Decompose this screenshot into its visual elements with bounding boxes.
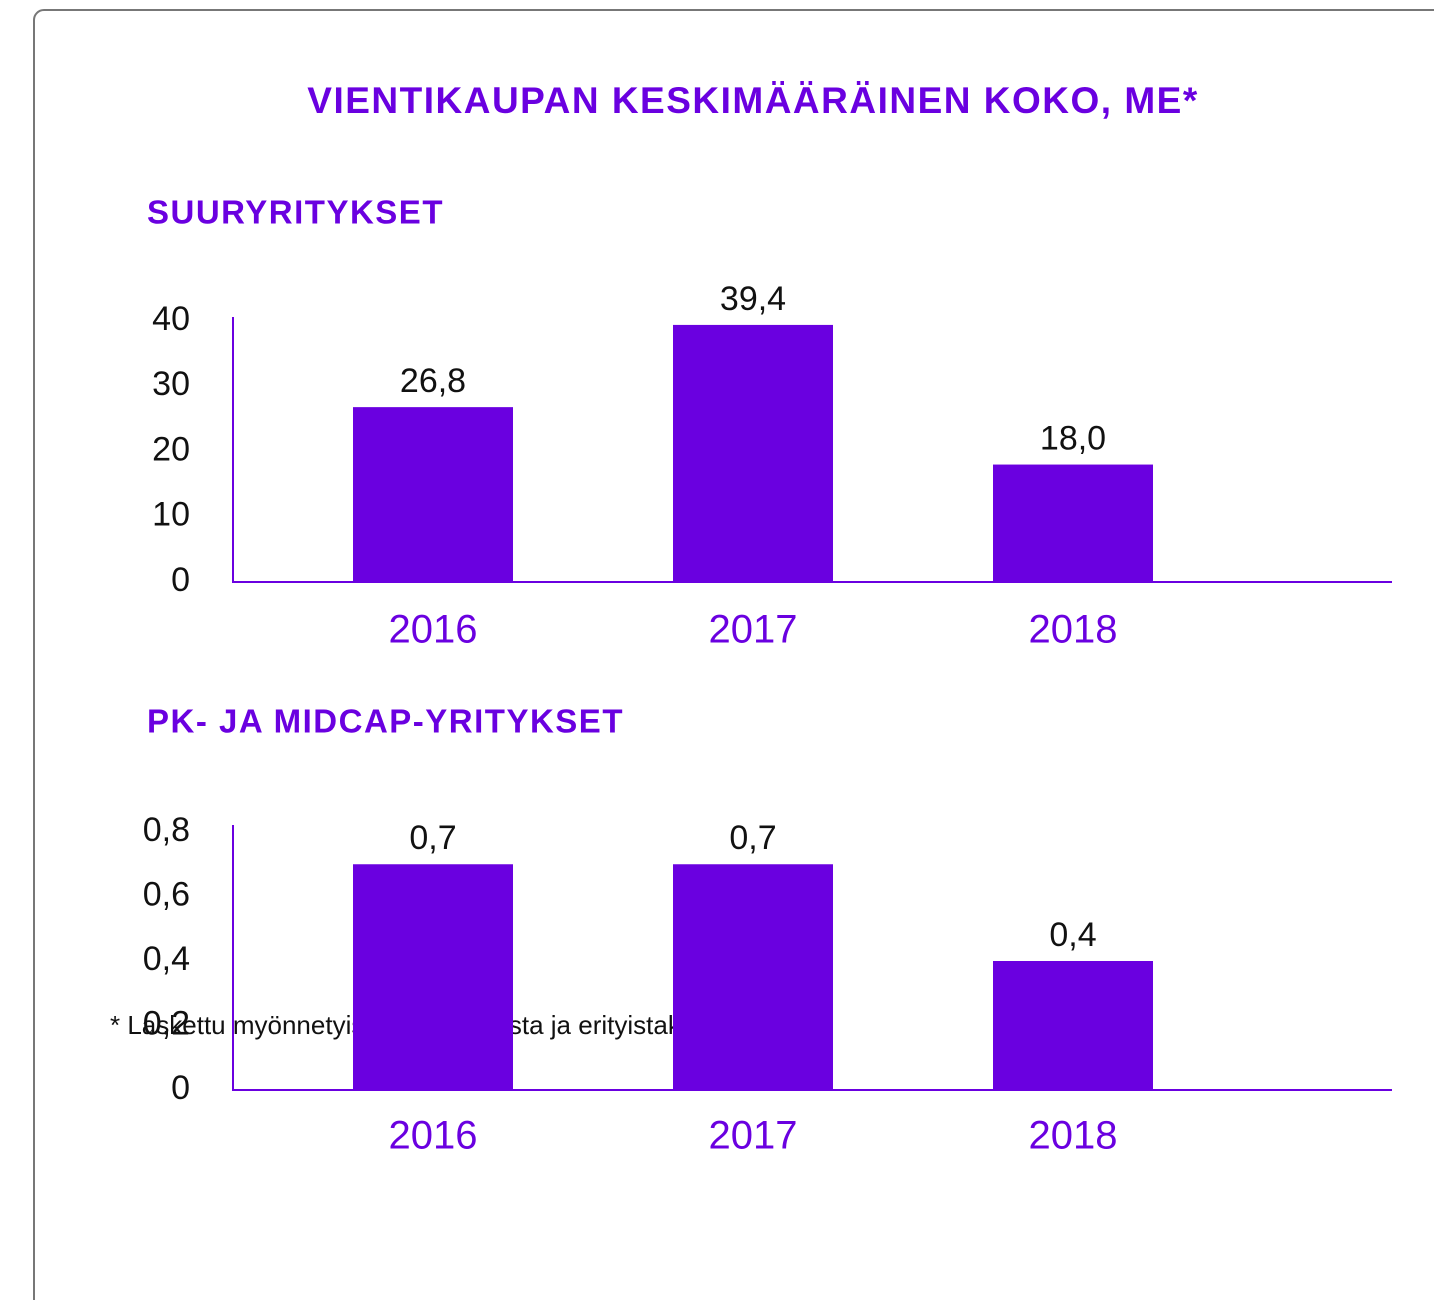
- y-tick-label: 0: [171, 561, 190, 599]
- value-label: 39,4: [720, 280, 786, 318]
- y-tick-label: 0,2: [143, 1004, 190, 1042]
- y-tick-label: 30: [152, 365, 190, 403]
- y-tick-label: 0,6: [143, 875, 190, 913]
- bar: [993, 961, 1153, 1090]
- x-tick-label: 2017: [709, 608, 798, 652]
- x-tick-label: 2017: [709, 1114, 798, 1158]
- bar: [673, 864, 833, 1090]
- chart-subtitle: SUURYRITYKSET: [147, 194, 444, 231]
- value-label: 26,8: [400, 362, 466, 400]
- value-label: 0,4: [1049, 916, 1096, 954]
- chart-subtitle: PK- JA MIDCAP-YRITYKSET: [147, 703, 624, 740]
- page-title: VIENTIKAUPAN KESKIMÄÄRÄINEN KOKO, ME*: [307, 80, 1198, 121]
- y-tick-label: 20: [152, 430, 190, 468]
- value-label: 0,7: [409, 819, 456, 857]
- y-tick-label: 40: [152, 300, 190, 338]
- y-tick-label: 0: [171, 1069, 190, 1107]
- bar: [993, 464, 1153, 582]
- bar: [353, 864, 513, 1090]
- bar: [353, 407, 513, 582]
- y-tick-label: 10: [152, 496, 190, 534]
- x-tick-label: 2018: [1029, 608, 1118, 652]
- x-tick-label: 2018: [1029, 1114, 1118, 1158]
- y-tick-label: 0,4: [143, 940, 190, 978]
- y-tick-label: 0,8: [143, 811, 190, 849]
- x-tick-label: 2016: [389, 1114, 478, 1158]
- x-tick-label: 2016: [389, 608, 478, 652]
- value-label: 18,0: [1040, 420, 1106, 458]
- value-label: 0,7: [729, 819, 776, 857]
- bar: [673, 324, 833, 582]
